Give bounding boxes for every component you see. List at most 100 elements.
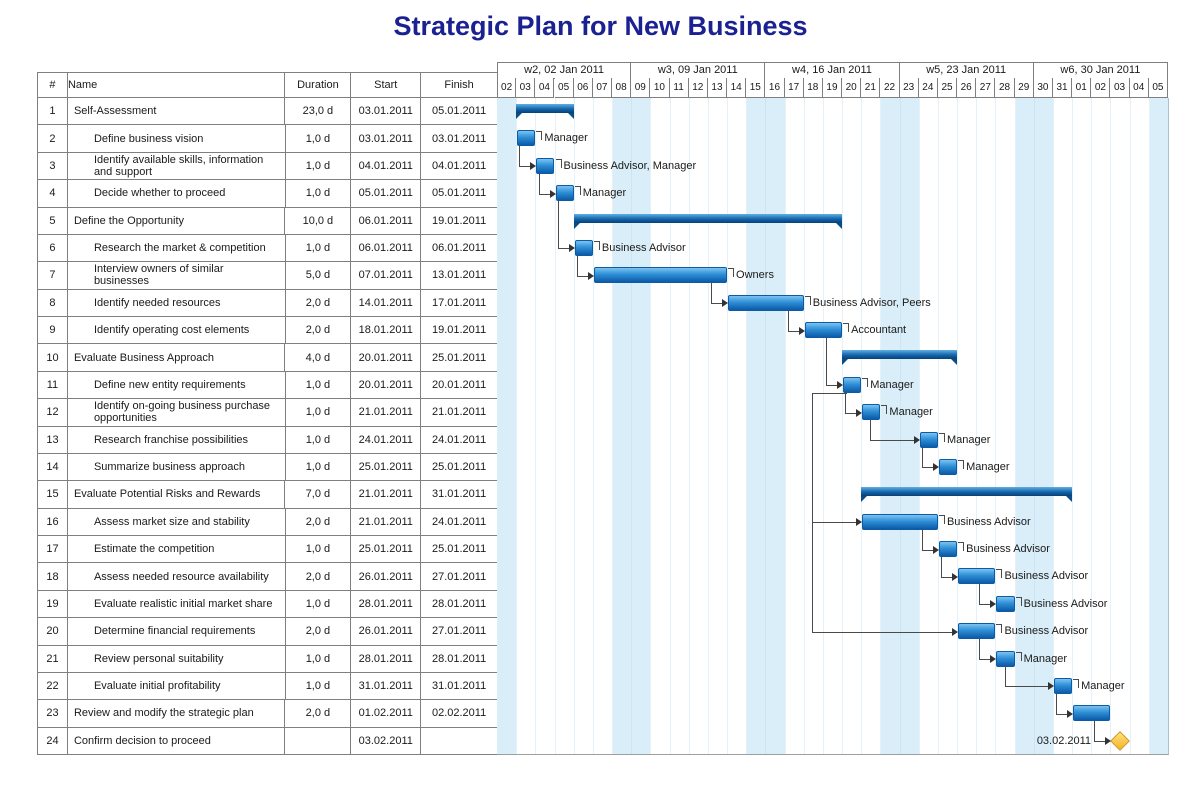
task-bar[interactable] xyxy=(996,650,1015,667)
gantt-body: Manager Business Advisor, Manager Manager B… xyxy=(497,98,1169,755)
task-start: 06.01.2011 xyxy=(351,207,422,234)
connector-arrowhead xyxy=(798,326,805,335)
table-header-row: # Name Duration Start Finish xyxy=(37,72,498,98)
table-row: 12 Identify on-going business purchase op… xyxy=(37,399,499,427)
task-bar[interactable] xyxy=(536,157,555,174)
task-bar[interactable] xyxy=(804,322,843,338)
task-duration: 1,0 d xyxy=(286,645,352,672)
table-row: 14 Summarize business approach 1,0 d 25.01.… xyxy=(37,453,499,482)
day-gridline xyxy=(1014,98,1016,754)
task-bar[interactable] xyxy=(1053,677,1073,694)
resource-label: Business Advisor, Peers xyxy=(812,296,931,309)
task-start: 24.01.2011 xyxy=(351,426,422,453)
task-bar[interactable] xyxy=(574,239,593,256)
timeline-header: w2, 02 Jan 2011 02 03 04 05 06 07 08 w3, 09 Jan … xyxy=(497,62,1169,98)
day-header: 04 xyxy=(1129,78,1149,98)
resource-label: Manager xyxy=(1023,652,1068,665)
task-finish: 25.01.2011 xyxy=(421,536,499,563)
connector-segment xyxy=(557,248,569,250)
day-gridline xyxy=(957,98,959,754)
task-bar[interactable] xyxy=(517,130,536,147)
day-gridline xyxy=(1091,98,1093,754)
connector-arrowhead xyxy=(1105,737,1112,746)
task-bar[interactable] xyxy=(862,404,881,421)
page-title: Strategic Plan for New Business xyxy=(393,11,808,41)
day-header: 05 xyxy=(1148,78,1168,98)
label-leader xyxy=(536,131,543,141)
task-duration: 2,0 d xyxy=(286,563,352,590)
connector-segment xyxy=(921,467,933,469)
connector-arrowhead xyxy=(932,545,939,554)
task-bar[interactable] xyxy=(938,458,958,475)
day-gridline xyxy=(803,98,805,754)
task-bar[interactable] xyxy=(958,568,996,585)
task-bar[interactable] xyxy=(593,267,728,284)
task-finish: 02.02.2011 xyxy=(421,700,498,727)
table-row: 21 Review personal suitability 1,0 d 28.01.… xyxy=(37,645,499,673)
task-name: Identify needed resources xyxy=(68,289,286,316)
task-bar[interactable] xyxy=(996,595,1015,612)
day-gridline xyxy=(861,98,863,754)
task-bar[interactable] xyxy=(843,376,862,393)
connector-arrowhead xyxy=(568,244,575,253)
task-name: Research franchise possibilities xyxy=(68,426,286,453)
weekend-band xyxy=(880,98,900,754)
table-row: 18 Assess needed resource availability 2,0… xyxy=(37,563,499,591)
task-bar[interactable] xyxy=(728,294,804,311)
task-finish: 06.01.2011 xyxy=(421,234,499,262)
connector-segment xyxy=(941,557,943,577)
table-row: 8 Identify needed resources 2,0 d 14.01.201… xyxy=(37,289,499,317)
summary-left-tip xyxy=(573,222,580,229)
task-start: 21.01.2011 xyxy=(351,481,422,508)
connector-segment xyxy=(538,193,550,195)
day-gridline xyxy=(554,98,556,754)
table-row: 17 Estimate the competition 1,0 d 25.01.201… xyxy=(37,536,499,564)
day-gridline xyxy=(1072,98,1074,754)
weekend-band xyxy=(1014,98,1034,754)
task-finish xyxy=(421,727,498,754)
milestone-date-label: 03.02.2011 xyxy=(1036,734,1092,747)
task-name: Determine financial requirements xyxy=(68,618,286,645)
task-bar[interactable] xyxy=(1073,705,1111,722)
task-start: 26.01.2011 xyxy=(351,618,422,645)
task-name: Identify available skills, information a… xyxy=(68,152,286,180)
task-finish: 27.01.2011 xyxy=(421,618,499,645)
task-bar[interactable] xyxy=(862,513,938,530)
day-gridline xyxy=(1148,98,1150,754)
task-bar[interactable] xyxy=(919,431,938,448)
day-gridline xyxy=(822,98,824,754)
connector-segment xyxy=(812,522,857,524)
task-bar[interactable] xyxy=(555,185,574,202)
summary-bar[interactable] xyxy=(573,213,843,229)
task-name: Interview owners of similar businesses xyxy=(68,262,286,289)
day-header: 26 xyxy=(957,78,977,98)
day-header: 11 xyxy=(669,78,689,98)
task-bar[interactable] xyxy=(938,541,958,557)
task-finish: 13.01.2011 xyxy=(421,262,499,289)
task-finish: 04.01.2011 xyxy=(421,152,499,180)
summary-bar[interactable] xyxy=(861,487,1073,503)
table-row: 4 Decide whether to proceed 1,0 d 05.01.201… xyxy=(37,180,499,208)
summary-right-tip xyxy=(951,359,958,366)
summary-bar[interactable] xyxy=(516,104,574,119)
task-number: 12 xyxy=(38,399,68,426)
label-leader xyxy=(1015,651,1022,661)
task-name: Summarize business approach xyxy=(68,453,286,481)
task-bar[interactable] xyxy=(958,623,996,640)
day-gridline xyxy=(765,98,767,754)
connector-arrowhead xyxy=(856,518,863,527)
day-gridline xyxy=(573,98,575,754)
summary-left-tip xyxy=(516,113,523,119)
summary-bar[interactable] xyxy=(842,350,958,366)
day-header: 14 xyxy=(727,78,747,98)
day-gridline xyxy=(976,98,978,754)
day-gridline xyxy=(1129,98,1131,754)
label-leader xyxy=(1015,596,1022,606)
task-start: 06.01.2011 xyxy=(351,234,422,262)
summary-left-tip xyxy=(861,496,868,503)
resource-label: Business Advisor xyxy=(601,241,686,254)
day-gridline xyxy=(535,98,537,754)
column-header-finish: Finish xyxy=(421,73,498,97)
milestone-diamond[interactable] xyxy=(1110,731,1130,752)
